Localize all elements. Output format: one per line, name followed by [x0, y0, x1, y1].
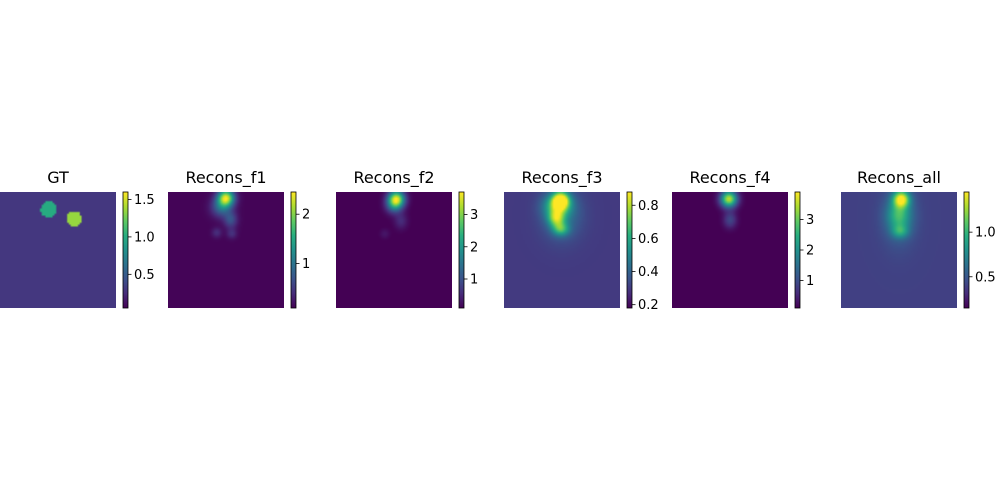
colorbar-tick-label: 1 [806, 274, 814, 289]
colorbar-tick-label: 2 [806, 244, 814, 259]
colorbar-tick-label: 1.0 [975, 226, 996, 241]
colorbar [122, 191, 129, 309]
panel-4: Recons_f4 1 2 3 [672, 168, 814, 309]
colorbar-tick-label: 0.6 [638, 232, 659, 247]
panel-title: Recons_all [857, 168, 941, 188]
colorbar-tick-label: 0.5 [975, 270, 996, 285]
heatmap-image [841, 192, 957, 308]
panel-1: Recons_f1 1 2 [168, 168, 310, 309]
colorbar-tick-label: 1.5 [134, 193, 155, 208]
colorbar-tick-label: 1.0 [134, 230, 155, 245]
colorbar [458, 191, 465, 309]
colorbar [626, 191, 633, 309]
colorbar-tick-label: 3 [806, 213, 814, 228]
heatmap-image [672, 192, 788, 308]
colorbar-tick-label: 0.2 [638, 298, 659, 313]
colorbar-tick-label: 0.4 [638, 265, 659, 280]
colorbar [963, 191, 970, 309]
panel-title: GT [47, 168, 69, 187]
colorbar [290, 191, 297, 309]
colorbar-tick-label: 2 [470, 240, 478, 255]
panel-3: Recons_f3 0.2 0.4 0.6 0.8 [504, 168, 659, 313]
colorbar-tick-label: 2 [302, 208, 310, 223]
panel-title: Recons_f1 [185, 168, 266, 188]
panel-5: Recons_all 0.5 1.0 [841, 168, 996, 309]
colorbar-tick-label: 1 [302, 257, 310, 272]
panels: GT0.51.01.5Recons_f112Recons_f2123Recons… [0, 168, 996, 313]
heatmap-image [0, 192, 116, 308]
heatmap-image [504, 192, 620, 308]
heatmap-image [336, 192, 452, 308]
panel-title: Recons_f3 [521, 168, 602, 188]
panel-0: GT 0.5 1.0 1.5 [0, 168, 155, 309]
colorbar [794, 191, 801, 309]
colorbar-tick-label: 3 [470, 208, 478, 223]
panel-title: Recons_f2 [353, 168, 434, 188]
panel-title: Recons_f4 [689, 168, 770, 188]
colorbar-tick-label: 1 [470, 273, 478, 288]
panel-2: Recons_f2 1 2 3 [336, 168, 478, 309]
colorbar-tick-label: 0.5 [134, 268, 155, 283]
heatmap-image [168, 192, 284, 308]
colorbar-tick-label: 0.8 [638, 199, 659, 214]
